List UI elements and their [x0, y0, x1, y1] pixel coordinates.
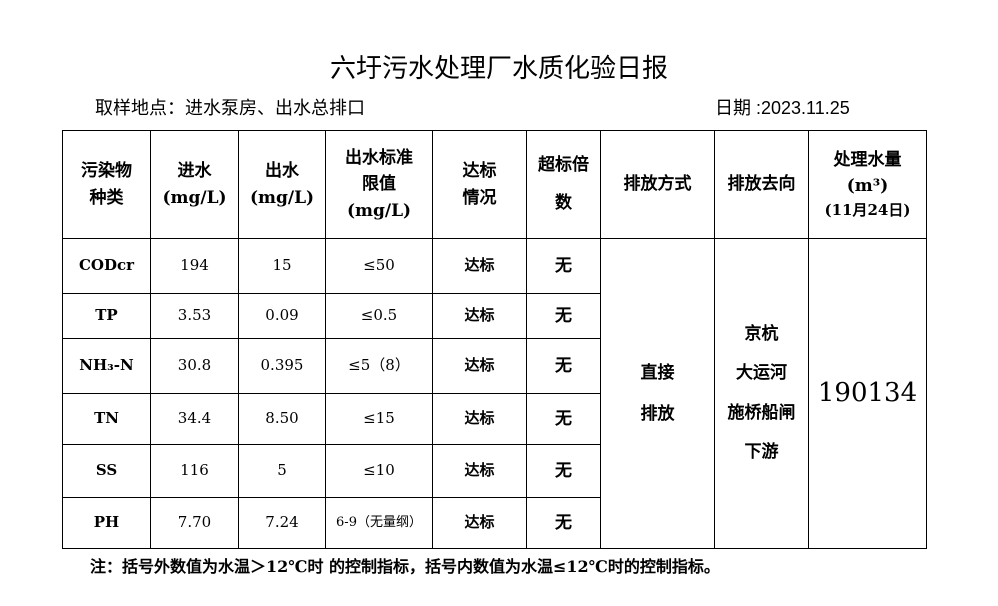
header-destination: 排放去向 [714, 130, 809, 239]
status-value: 达标 [432, 497, 527, 549]
influent-value: 116 [150, 444, 239, 498]
standard-value: 6-9（无量纲） [325, 497, 433, 549]
header-effluent: 出水 (mg/L) [238, 130, 326, 239]
exceed-value: 无 [526, 238, 601, 294]
report-title: 六圩污水处理厂水质化验日报 [329, 54, 668, 84]
table-row: TN 34.4 8.50 ≤15 达标 无 [62, 393, 927, 445]
effluent-value: 7.24 [238, 497, 326, 549]
discharge-destination: 京杭 大运河 施桥船闸 下游 [714, 238, 809, 549]
influent-value: 34.4 [150, 393, 239, 445]
exceed-value: 无 [526, 338, 601, 394]
status-value: 达标 [432, 293, 527, 339]
header-volume: 处理水量 (m³) (11月24日) [808, 130, 927, 239]
pollutant-name: PH [62, 497, 151, 549]
influent-value: 7.70 [150, 497, 239, 549]
status-value: 达标 [432, 238, 527, 294]
pollutant-name: TP [62, 293, 151, 339]
table-row: TP 3.53 0.09 ≤0.5 达标 无 [62, 293, 927, 339]
table-row: NH₃-N 30.8 0.395 ≤5（8） 达标 无 [62, 338, 927, 394]
header-row: 污染物种类 进水 (mg/L) 出水 (mg/L) 出水标准限值 (mg/L) 达标情… [62, 130, 927, 239]
influent-value: 3.53 [150, 293, 239, 339]
exceed-value: 无 [526, 444, 601, 498]
treatment-volume: 190134 [808, 238, 927, 549]
effluent-value: 0.395 [238, 338, 326, 394]
pollutant-name: NH₃-N [62, 338, 151, 394]
standard-value: ≤50 [325, 238, 433, 294]
standard-value: ≤0.5 [325, 293, 433, 339]
report-date: 日期 :2023.11.25 [715, 98, 850, 118]
standard-value: ≤10 [325, 444, 433, 498]
effluent-value: 0.09 [238, 293, 326, 339]
effluent-value: 5 [238, 444, 326, 498]
standard-value: ≤15 [325, 393, 433, 445]
standard-value: ≤5（8） [325, 338, 433, 394]
effluent-value: 15 [238, 238, 326, 294]
exceed-value: 无 [526, 293, 601, 339]
exceed-value: 无 [526, 393, 601, 445]
discharge-method: 直接 排放 [600, 238, 715, 549]
header-pollutant: 污染物种类 [62, 130, 151, 239]
water-quality-table: 污染物种类 进水 (mg/L) 出水 (mg/L) 出水标准限值 (mg/L) 达标情… [62, 130, 927, 549]
influent-value: 30.8 [150, 338, 239, 394]
influent-value: 194 [150, 238, 239, 294]
exceed-value: 无 [526, 497, 601, 549]
header-status: 达标情况 [432, 130, 527, 239]
header-influent: 进水 (mg/L) [150, 130, 239, 239]
status-value: 达标 [432, 393, 527, 445]
status-value: 达标 [432, 338, 527, 394]
pollutant-name: CODcr [62, 238, 151, 294]
pollutant-name: SS [62, 444, 151, 498]
effluent-value: 8.50 [238, 393, 326, 445]
table-row: CODcr 194 15 ≤50 达标 无 直接 排放 京杭 大运河 施桥船闸 下游 1… [62, 238, 927, 549]
header-standard: 出水标准限值 (mg/L) [325, 130, 433, 239]
pollutant-name: TN [62, 393, 151, 445]
table-row: PH 7.70 7.24 6-9（无量纲） 达标 无 [62, 497, 927, 549]
sampling-location: 取样地点：进水泵房、出水总排口 [95, 98, 365, 119]
footnote: 注：括号外数值为水温＞12℃时 的控制指标，括号内数值为水温≤12℃时的控制指标… [90, 557, 720, 576]
status-value: 达标 [432, 444, 527, 498]
header-exceed: 超标倍数 [526, 130, 601, 239]
header-method: 排放方式 [600, 130, 715, 239]
table-row: SS 116 5 ≤10 达标 无 [62, 444, 927, 498]
